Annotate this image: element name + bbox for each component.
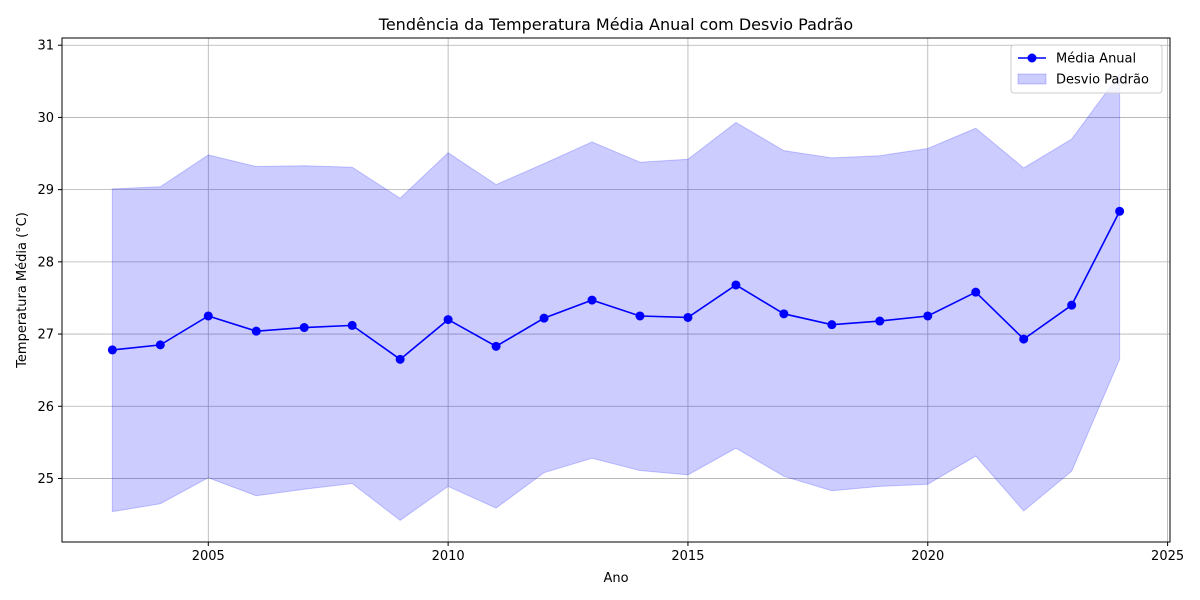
mean-point bbox=[107, 345, 117, 355]
legend-band-swatch bbox=[1017, 73, 1047, 85]
x-axis-label: Ano bbox=[603, 571, 628, 586]
mean-point bbox=[395, 354, 405, 364]
ticks: 2005 2010 2015 2020 2025 25 26 27 28 29 30 31 bbox=[37, 39, 1184, 564]
x-tick-label: 2010 bbox=[432, 549, 465, 564]
x-tick-label: 2020 bbox=[911, 549, 944, 564]
x-tick-label: 2005 bbox=[192, 549, 225, 564]
mean-point bbox=[779, 309, 789, 319]
y-tick-label: 26 bbox=[37, 400, 54, 415]
plot-frame bbox=[61, 37, 1171, 543]
y-tick-label: 29 bbox=[37, 183, 54, 198]
mean-point bbox=[587, 295, 597, 305]
chart-title: Tendência da Temperatura Média Anual com… bbox=[378, 15, 853, 34]
mean-point bbox=[971, 287, 981, 297]
y-tick-label: 31 bbox=[37, 39, 54, 54]
mean-point bbox=[251, 326, 261, 336]
mean-point bbox=[203, 311, 213, 321]
mean-point bbox=[731, 280, 741, 290]
legend: Média Anual Desvio Padrão bbox=[1010, 44, 1163, 94]
mean-point bbox=[539, 313, 549, 323]
y-tick-label: 28 bbox=[37, 255, 54, 270]
mean-point bbox=[1067, 300, 1077, 310]
y-axis-label: Temperatura Média (°C) bbox=[15, 212, 30, 369]
mean-point bbox=[1019, 334, 1029, 344]
mean-point bbox=[443, 315, 453, 325]
legend-label-mean: Média Anual bbox=[1056, 52, 1136, 67]
mean-line bbox=[112, 210, 1121, 361]
mean-point bbox=[683, 312, 693, 322]
std-band bbox=[111, 72, 1121, 521]
legend-marker-swatch bbox=[1027, 53, 1037, 63]
x-tick-label: 2025 bbox=[1151, 549, 1184, 564]
mean-point bbox=[347, 320, 357, 330]
x-tick-label: 2015 bbox=[671, 549, 704, 564]
mean-markers-layer bbox=[107, 206, 1125, 364]
mean-point bbox=[827, 320, 837, 330]
grid bbox=[62, 38, 1170, 542]
legend-label-std: Desvio Padrão bbox=[1056, 73, 1149, 88]
mean-point bbox=[155, 340, 165, 350]
mean-point bbox=[1115, 206, 1125, 216]
legend-box bbox=[1010, 44, 1163, 94]
std-band-layer bbox=[111, 72, 1121, 521]
mean-point bbox=[875, 316, 885, 326]
y-tick-label: 30 bbox=[37, 111, 54, 126]
mean-point bbox=[299, 323, 309, 333]
mean-point bbox=[491, 341, 501, 351]
mean-line-layer bbox=[112, 210, 1121, 361]
y-tick-label: 25 bbox=[37, 472, 54, 487]
y-tick-label: 27 bbox=[37, 328, 54, 343]
mean-point bbox=[635, 311, 645, 321]
mean-point bbox=[923, 311, 933, 321]
